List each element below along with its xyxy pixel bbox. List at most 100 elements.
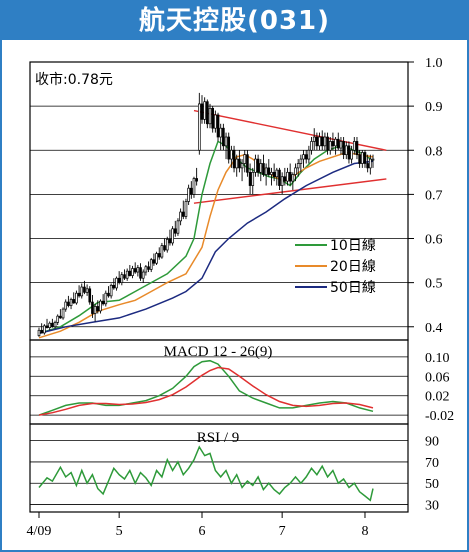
candle-body [45,325,49,328]
candle-body [171,228,174,244]
candle-body [67,301,70,306]
trendline [193,178,387,204]
candle [267,159,271,177]
candle-body [184,201,188,217]
x-tick-label: 6 [198,524,205,539]
candle [171,226,174,246]
y-tick-label: 0.8 [425,144,443,159]
candle [286,167,289,186]
candle-body [339,141,343,149]
candle [304,150,308,164]
candle-body [176,220,180,234]
candle-body [371,158,375,161]
candle-body [96,306,100,312]
candle [165,236,169,253]
candle-body [72,299,76,304]
legend-label: 50日線 [330,280,376,296]
rsi-panel [29,423,409,513]
candle [208,103,212,129]
candle [64,299,68,312]
candle [336,132,340,151]
candle [179,208,182,226]
candle [131,265,134,279]
candle [139,263,142,281]
candle [155,251,158,265]
candle-body [200,103,204,120]
candle-body [56,315,60,323]
candle-body [123,274,126,279]
candle [53,320,57,329]
candle-body [323,136,327,147]
candle [216,112,220,142]
candle [355,137,359,160]
candle-body [168,239,172,244]
candle-body [59,315,62,319]
rsi-title: RSI / 9 [197,430,240,446]
candle-body [361,152,364,164]
candle [125,268,129,281]
candle [302,150,305,168]
candle [117,271,121,285]
candle [275,167,279,186]
candle-body [133,268,137,273]
legend-label: 20日線 [330,259,376,275]
candle-body [302,154,305,160]
chart-title: 航天控股(031) [138,6,331,36]
candle [77,285,81,298]
candle-body [224,136,228,147]
candle [67,295,70,308]
candle-body [43,325,46,334]
candle-body [203,101,206,120]
candle [366,154,369,173]
candle [192,176,196,198]
candle-body [40,329,43,334]
candle [211,106,214,133]
candle-body [195,178,198,182]
candle [270,167,273,186]
candle-body [254,158,257,173]
candle-body [69,299,73,306]
candle [37,327,41,337]
candle [133,262,137,274]
candle [259,159,263,182]
candle [61,307,65,320]
candle [56,314,60,325]
candle [296,159,300,177]
candle [219,123,223,151]
candle [120,272,124,286]
candle [149,257,153,273]
y-tick-label: -0.02 [425,409,454,424]
candle-body [270,171,273,175]
candle-body [157,253,161,258]
macd-title: MACD 12 - 26(9) [164,344,273,360]
candle [115,276,118,291]
y-tick-label: 0.10 [425,351,450,366]
candle [83,280,86,295]
candle-body [251,171,255,186]
candle [112,278,116,290]
candle [96,300,100,314]
candle [101,294,105,306]
candle-body [272,171,276,178]
candle [347,141,351,164]
y-tick-label: 70 [425,456,439,471]
candle-body [304,154,308,160]
candle-body [235,158,239,169]
candle-body [243,154,247,164]
candle [99,299,102,314]
candle [352,137,356,155]
candle [45,318,49,329]
ma-line [38,140,374,335]
candle [224,132,228,160]
candle [163,238,166,252]
candle-body [120,274,124,283]
candle [318,132,321,151]
candle [214,110,217,133]
candle-body [366,163,369,169]
candle [48,321,51,331]
candle [206,99,209,129]
candle-body [37,329,41,336]
candle [369,154,372,175]
candle-body [61,308,65,319]
candle [85,284,89,296]
